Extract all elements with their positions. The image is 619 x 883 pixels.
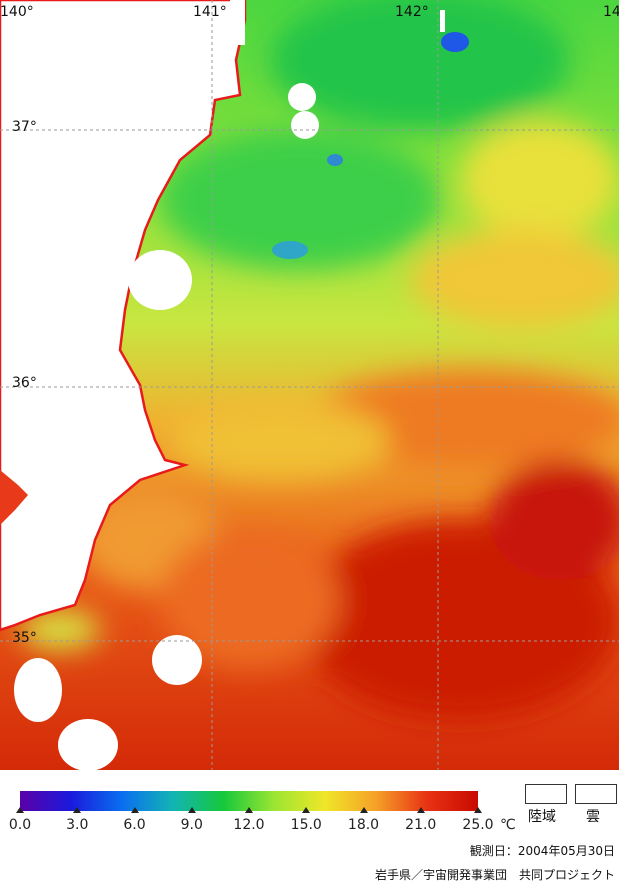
tick-label: 12.0 [233,817,265,833]
lat-label-36: 36° [12,375,37,391]
cloud-key-label: 雲 [586,809,600,825]
tick-mark [474,807,482,813]
tick-mark [416,807,425,813]
lon-label-140: 140° [0,4,34,20]
tick-label: 9.0 [180,817,203,833]
lon-label-143: 14 [603,4,619,20]
land-area [0,0,247,632]
lat-label-35: 35° [12,630,37,646]
tick-mark [187,807,196,813]
tick-mark [130,807,139,813]
lon-label-141: 141° [193,4,227,20]
cloud-areas [14,0,445,770]
tick-label: 6.0 [123,817,146,833]
lat-label-37: 37° [12,119,37,135]
tick-label: 21.0 [405,817,437,833]
tick-mark [16,807,24,813]
graticule [0,0,619,770]
lon-label-142: 142° [395,4,429,20]
tick-label: 18.0 [347,817,380,833]
tick-label: 25.0 [462,817,494,833]
tick-label: 3.0 [66,817,89,833]
color-scale-bar [20,791,478,811]
observation-date: 観測日：2004年05月30日 [469,844,615,858]
unit-label: ℃ [500,817,516,833]
sst-patches [20,0,619,720]
cloud-key-swatch [575,784,617,804]
tick-label: 0.0 [8,817,32,833]
land-key-label: 陸域 [528,809,556,825]
tick-mark [245,807,253,813]
tick-mark [73,807,82,813]
tick-mark [302,807,311,813]
land-key-swatch [525,784,567,804]
project-credit: 岩手県／宇宙開発事業団 共同プロジェクト [374,868,615,882]
tick-mark [359,807,368,813]
sst-map [0,0,619,770]
tick-label: 15.0 [290,817,322,833]
